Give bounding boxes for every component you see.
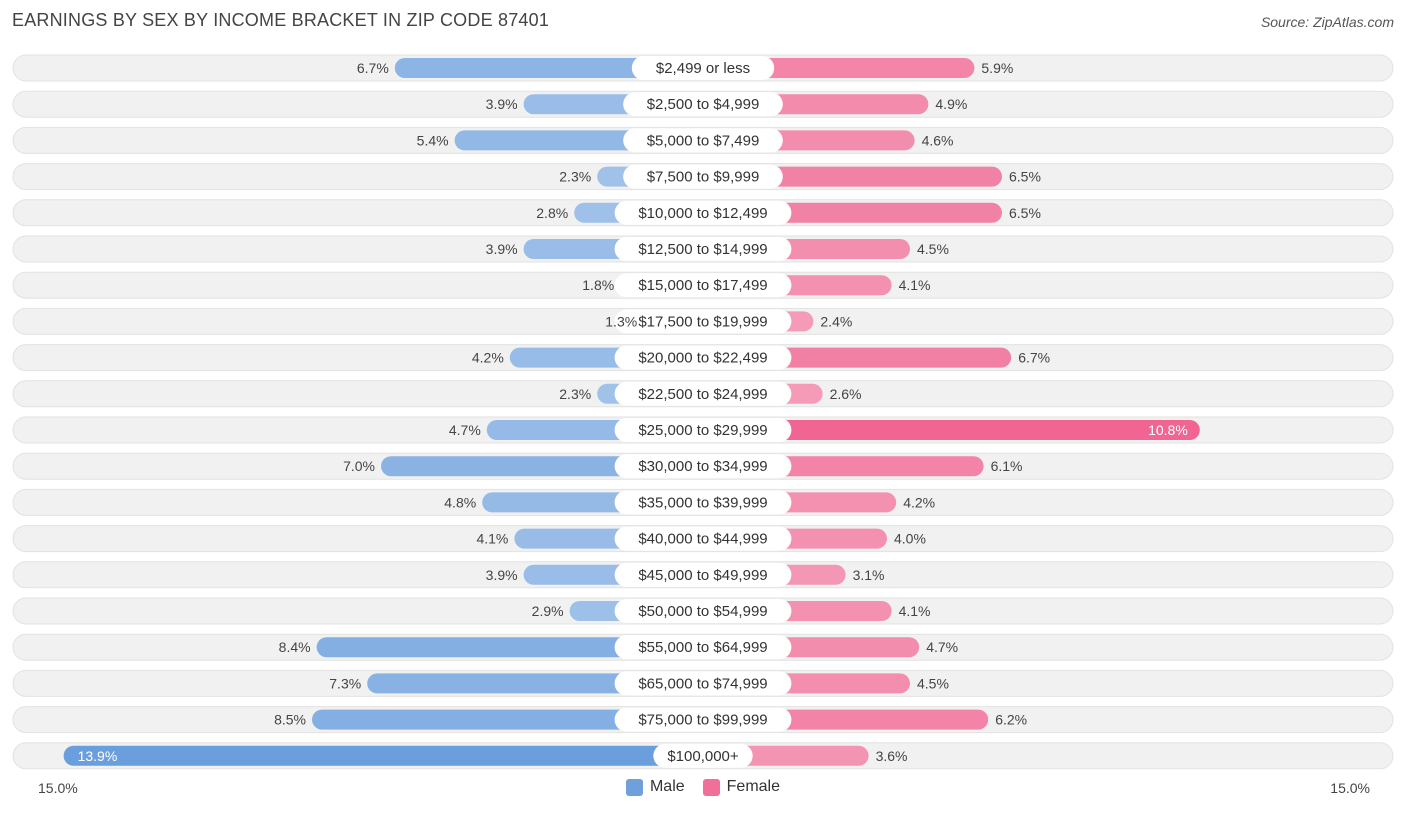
female-value-label: 3.6%: [876, 748, 908, 764]
male-bar: [394, 58, 703, 78]
male-value-label: 3.9%: [486, 241, 518, 257]
category-pill: [614, 635, 792, 660]
female-bar: [703, 420, 1200, 440]
category-pill: [614, 345, 792, 370]
category-label: $40,000 to $44,999: [638, 531, 767, 548]
male-bar: [316, 637, 703, 658]
female-value-label: 4.9%: [935, 96, 967, 112]
category-label: $10,000 to $12,499: [638, 205, 767, 222]
category-pill: [614, 599, 792, 623]
legend-item-male[interactable]: Male: [625, 778, 685, 796]
category-pill: [614, 200, 792, 225]
category-label: $22,500 to $24,999: [638, 386, 767, 403]
legend-swatch-female: [702, 778, 720, 796]
category-pill: [614, 707, 792, 732]
female-value-label: 2.6%: [830, 386, 862, 402]
female-value-label: 6.1%: [991, 458, 1023, 474]
category-label: $17,500 to $19,999: [638, 313, 767, 330]
category-label: $75,000 to $99,999: [638, 712, 767, 729]
category-pill: [614, 454, 792, 479]
category-pill: [631, 56, 775, 80]
male-value-label: 7.0%: [343, 458, 375, 474]
category-pill: [623, 128, 783, 153]
female-value-label: 5.9%: [981, 60, 1013, 76]
category-pill: [614, 562, 792, 587]
category-label: $100,000+: [667, 748, 739, 765]
male-value-label: 3.9%: [486, 96, 518, 112]
legend-swatch-male: [625, 778, 643, 796]
female-value-label: 2.4%: [820, 313, 852, 329]
female-value-label: 10.8%: [1148, 422, 1188, 438]
male-bar: [63, 745, 704, 766]
category-pill: [614, 237, 792, 261]
category-label: $7,500 to $9,999: [647, 169, 760, 186]
male-value-label: 5.4%: [417, 132, 449, 148]
male-value-label: 4.8%: [444, 494, 476, 510]
axis-right-label: 15.0%: [1330, 780, 1370, 796]
category-label: $45,000 to $49,999: [638, 567, 767, 584]
category-pill: [614, 671, 792, 696]
female-value-label: 4.0%: [894, 531, 926, 547]
male-value-label: 3.9%: [486, 567, 518, 583]
category-pill: [653, 743, 753, 768]
category-pill: [614, 526, 792, 551]
category-pill: [623, 164, 783, 189]
category-pill: [623, 92, 783, 117]
category-label: $5,000 to $7,499: [647, 132, 760, 149]
male-value-label: 13.9%: [78, 748, 118, 764]
category-label: $15,000 to $17,499: [638, 277, 767, 294]
legend-item-female[interactable]: Female: [702, 778, 781, 796]
category-label: $12,500 to $14,999: [638, 241, 767, 258]
male-value-label: 1.3%: [605, 313, 637, 329]
source-credit: Source: ZipAtlas.com: [1260, 14, 1394, 30]
category-pill: [614, 309, 792, 334]
female-value-label: 6.5%: [1009, 205, 1041, 221]
category-pill: [614, 490, 792, 515]
female-value-label: 4.6%: [922, 132, 954, 148]
category-label: $50,000 to $54,999: [638, 603, 767, 620]
female-value-label: 4.5%: [917, 241, 949, 257]
male-value-label: 1.8%: [582, 277, 614, 293]
legend-label-male: Male: [649, 778, 685, 795]
female-value-label: 6.2%: [995, 712, 1027, 728]
legend: Male Female: [0, 778, 1406, 796]
category-label: $20,000 to $22,499: [638, 350, 767, 367]
category-pill: [614, 418, 792, 442]
category-label: $25,000 to $29,999: [638, 422, 767, 439]
female-value-label: 6.5%: [1009, 169, 1041, 185]
category-label: $2,500 to $4,999: [647, 96, 760, 113]
male-value-label: 2.8%: [536, 205, 568, 221]
category-label: $55,000 to $64,999: [638, 639, 767, 656]
male-value-label: 8.4%: [279, 639, 311, 655]
category-label: $2,499 or less: [656, 60, 750, 77]
female-value-label: 4.5%: [917, 675, 949, 691]
male-value-label: 7.3%: [329, 675, 361, 691]
category-pill: [614, 273, 792, 298]
female-value-label: 4.2%: [903, 494, 935, 510]
male-value-label: 8.5%: [274, 712, 306, 728]
female-value-label: 4.7%: [926, 639, 958, 655]
female-value-label: 3.1%: [853, 567, 885, 583]
male-value-label: 6.7%: [357, 60, 389, 76]
male-bar: [312, 709, 703, 730]
male-value-label: 2.3%: [559, 169, 591, 185]
female-value-label: 4.1%: [899, 277, 931, 293]
female-value-label: 4.1%: [899, 603, 931, 619]
male-value-label: 2.9%: [532, 603, 564, 619]
diverging-bar-chart: $2,499 or less 6.7% 5.9% $2,500 to $4,999 3.…: [12, 54, 1394, 770]
category-label: $65,000 to $74,999: [638, 675, 767, 692]
axis-left-label: 15.0%: [38, 780, 78, 796]
male-value-label: 2.3%: [559, 386, 591, 402]
legend-label-female: Female: [726, 778, 781, 795]
category-label: $35,000 to $39,999: [638, 494, 767, 511]
male-value-label: 4.1%: [476, 531, 508, 547]
male-value-label: 4.2%: [472, 350, 504, 366]
category-label: $30,000 to $34,999: [638, 458, 767, 475]
female-value-label: 6.7%: [1018, 350, 1050, 366]
male-value-label: 4.7%: [449, 422, 481, 438]
category-pill: [614, 381, 792, 406]
chart-title: EARNINGS BY SEX BY INCOME BRACKET IN ZIP…: [12, 10, 550, 30]
